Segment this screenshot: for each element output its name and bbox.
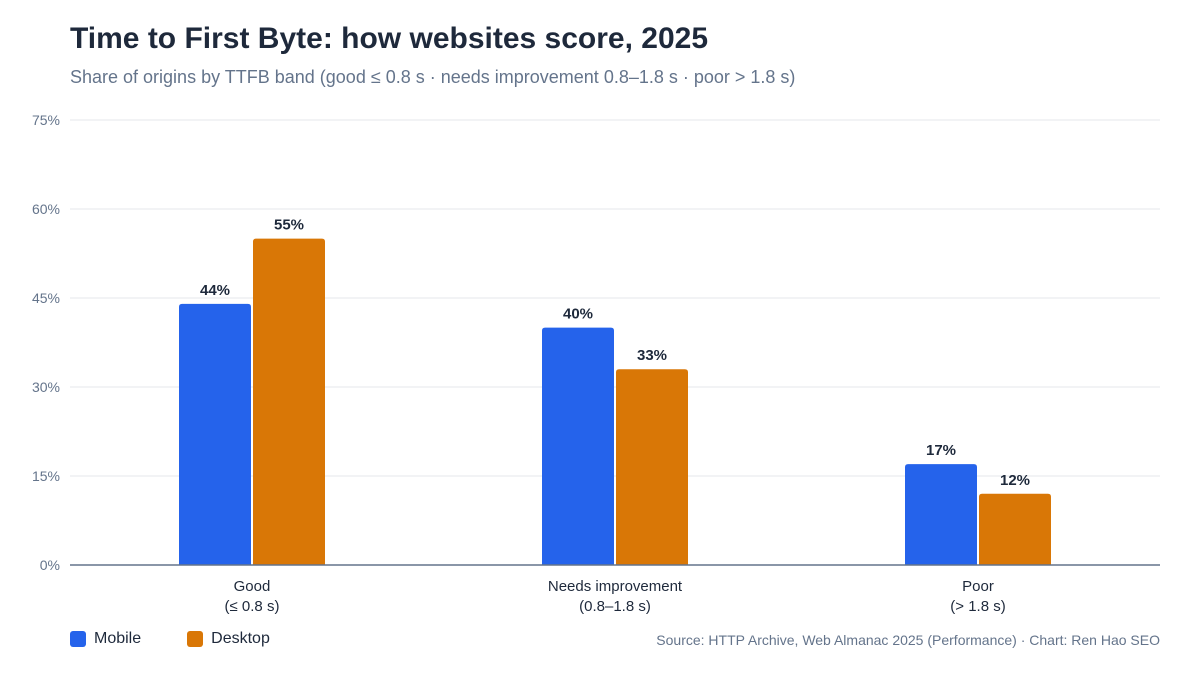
- y-tick-label: 30%: [32, 379, 60, 395]
- legend-swatch-desktop: [187, 631, 204, 647]
- x-tick-label: Needs improvement: [548, 578, 683, 595]
- y-tick-label: 60%: [32, 201, 60, 217]
- x-tick-label: (≤ 0.8 s): [225, 598, 280, 615]
- data-label: 12%: [1000, 472, 1030, 489]
- chart-subtitle: Share of origins by TTFB band (good ≤ 0.…: [70, 67, 796, 87]
- x-tick-label: (0.8–1.8 s): [579, 598, 651, 615]
- data-label: 44%: [200, 282, 230, 299]
- bar-desktop-1: [616, 369, 688, 565]
- bar-mobile-2: [905, 464, 977, 565]
- y-tick-label: 0%: [40, 557, 60, 573]
- chart-title: Time to First Byte: how websites score, …: [70, 22, 708, 55]
- x-tick-label: (> 1.8 s): [950, 598, 1005, 615]
- bar-mobile-1: [542, 327, 614, 565]
- y-tick-label: 75%: [32, 112, 60, 128]
- x-tick-label: Good: [234, 578, 271, 595]
- data-label: 33%: [637, 347, 667, 364]
- y-tick-label: 45%: [32, 290, 60, 306]
- source-note: Source: HTTP Archive, Web Almanac 2025 (…: [656, 632, 1160, 648]
- y-tick-label: 15%: [32, 468, 60, 484]
- bar-desktop-2: [979, 493, 1051, 565]
- legend-item-desktop: Desktop: [187, 630, 270, 648]
- legend-item-mobile: Mobile: [70, 630, 141, 648]
- data-label: 55%: [274, 217, 304, 234]
- x-tick-label: Poor: [962, 578, 994, 595]
- legend-label-desktop: Desktop: [211, 630, 270, 647]
- bar-desktop-0: [253, 238, 325, 565]
- legend-label-mobile: Mobile: [94, 630, 142, 647]
- bar-mobile-0: [179, 303, 251, 565]
- legend: Mobile Desktop: [70, 630, 316, 648]
- data-label: 40%: [563, 306, 593, 323]
- data-label: 17%: [926, 442, 956, 459]
- legend-swatch-mobile: [70, 631, 86, 647]
